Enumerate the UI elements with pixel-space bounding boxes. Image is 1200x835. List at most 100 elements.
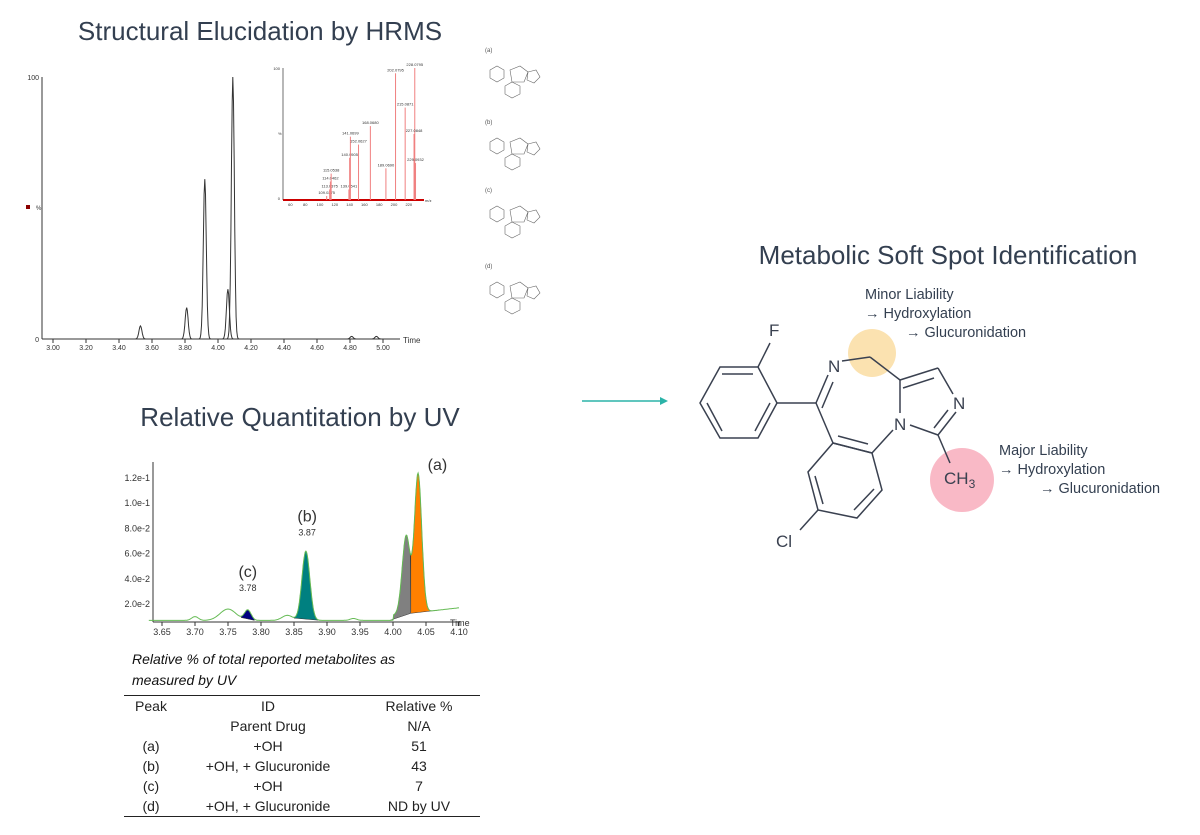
- chromatogram-peak: [223, 76, 243, 340]
- structure-ring: [509, 281, 529, 299]
- structure-label: (a): [485, 48, 492, 54]
- minor-liability-step1: → Hydroxylation: [865, 306, 972, 322]
- table-row: (d) +OH, + Glucuronide ND by UV: [124, 796, 480, 816]
- structure-ring: [504, 221, 521, 239]
- cell-relative: ND by UV: [387, 798, 451, 814]
- ms-peak-label: 227.0848: [406, 128, 423, 133]
- chromatogram-peak: [194, 179, 215, 340]
- atom-n4: N: [828, 357, 840, 376]
- ms-peak-label: 189.0690: [378, 162, 395, 167]
- chromatogram-peak: [176, 307, 197, 340]
- chromatogram-peak: [218, 289, 238, 340]
- uv-x-axis-label: Time: [450, 618, 470, 628]
- x-tick-label: 4.80: [343, 345, 357, 352]
- cell-peak: (a): [142, 738, 160, 754]
- table-caption-line2: measured by UV: [132, 672, 237, 688]
- uv-y-tick-label: 1.0e-1: [124, 498, 150, 508]
- chromatogram-peak: [341, 335, 362, 340]
- uv-peak-id-label: (c): [238, 564, 257, 581]
- cell-peak: (b): [142, 758, 160, 774]
- uv-x-tick-label: 4.10: [450, 627, 468, 637]
- atom-n1: N: [894, 415, 906, 434]
- x-tick-label: 4.00: [211, 345, 225, 352]
- minor-liability-title: Minor Liability: [865, 287, 954, 303]
- x-tick-label: 3.60: [145, 345, 159, 352]
- uv-x-tick-label: 4.00: [384, 627, 402, 637]
- atom-ch3: CH3: [944, 469, 976, 491]
- uv-x-tick-label: 3.65: [153, 627, 171, 637]
- cell-id: +OH: [253, 778, 283, 794]
- ms-peak-label: 202.0795: [387, 67, 404, 72]
- structure-ring: [504, 297, 521, 315]
- structure-ring: [489, 205, 505, 223]
- cell-relative: 43: [411, 758, 427, 774]
- ms-x-tick-label: 140: [346, 202, 353, 207]
- uv-x-tick-label: 3.85: [285, 627, 303, 637]
- ms-x-tick-label: 60: [288, 202, 293, 207]
- table-row: (c) +OH 7: [124, 776, 480, 796]
- structure-ring: [509, 137, 529, 155]
- structure-ring: [509, 205, 529, 223]
- major-liability-title: Major Liability: [999, 443, 1088, 459]
- cell-id: +OH, + Glucuronide: [205, 798, 331, 814]
- minor-liability-step2: → Glucuronidation: [906, 325, 1027, 341]
- ms-x-axis-label: m/z: [425, 198, 431, 203]
- uv-x-tick-label: 3.90: [318, 627, 336, 637]
- table-row: Parent Drug N/A: [124, 716, 480, 736]
- uv-x-tick-label: 4.05: [417, 627, 435, 637]
- cell-id: +OH: [253, 738, 283, 754]
- x-tick-label: 3.40: [112, 345, 126, 352]
- hrms-title: Structural Elucidation by HRMS: [77, 16, 443, 46]
- structure-ring: [526, 69, 541, 84]
- ms-x-tick-label: 120: [331, 202, 338, 207]
- uv-x-tick-label: 3.70: [186, 627, 204, 637]
- ms-peak-label: 109.0275: [318, 190, 335, 195]
- arrow-head-icon: [660, 397, 668, 405]
- ms-peak-label: 152.0627: [350, 139, 367, 144]
- y-tick-label: 0: [35, 337, 39, 344]
- cell-relative: 51: [411, 738, 427, 754]
- structure-ring: [526, 209, 541, 224]
- structure-ring: [489, 281, 505, 299]
- cell-relative: 7: [415, 778, 423, 794]
- softspot-title: Metabolic Soft Spot Identification: [758, 240, 1138, 270]
- ms-x-tick-label: 80: [303, 202, 308, 207]
- x-tick-label: 4.20: [244, 345, 258, 352]
- structure-label: (c): [485, 188, 492, 194]
- x-tick-label: 5.00: [376, 345, 390, 352]
- cell-peak: (c): [142, 778, 160, 794]
- ms-x-tick-label: 180: [376, 202, 383, 207]
- uv-y-tick-label: 4.0e-2: [124, 574, 150, 584]
- cell-peak: (d): [142, 798, 160, 814]
- ms-y-tick-label: 100: [273, 66, 280, 71]
- uv-x-tick-label: 3.80: [252, 627, 270, 637]
- ms-x-tick-label: 100: [317, 202, 324, 207]
- x-tick-label: 3.20: [79, 345, 93, 352]
- molecule-bonds: [699, 342, 957, 531]
- uv-y-tick-label: 8.0e-2: [124, 523, 150, 533]
- atom-n2: N: [953, 394, 965, 413]
- header-relative: Relative %: [385, 698, 453, 714]
- structure-ring: [489, 65, 505, 83]
- major-liability-step2: → Glucuronidation: [1040, 481, 1161, 497]
- table-header: Peak ID Relative %: [124, 696, 480, 716]
- x-axis-label: Time: [403, 336, 421, 345]
- uv-rt-label: 3.87: [298, 528, 316, 538]
- atom-cl: Cl: [776, 532, 792, 551]
- minor-liability-highlight: [848, 329, 896, 377]
- y-axis-label: %: [36, 206, 42, 212]
- cell-id: Parent Drug: [230, 718, 306, 734]
- ms-peak-label: 228.0795: [406, 62, 423, 67]
- structure-ring: [504, 153, 521, 171]
- structure-label: (b): [485, 120, 492, 126]
- atom-f: F: [769, 321, 779, 340]
- ms-peak-label: 215.0871: [397, 102, 414, 107]
- ms-x-tick-label: 200: [391, 202, 398, 207]
- uv-peak-id-label: (a): [428, 457, 448, 474]
- structure-ring: [526, 141, 541, 156]
- table-row: (a) +OH 51: [124, 736, 480, 756]
